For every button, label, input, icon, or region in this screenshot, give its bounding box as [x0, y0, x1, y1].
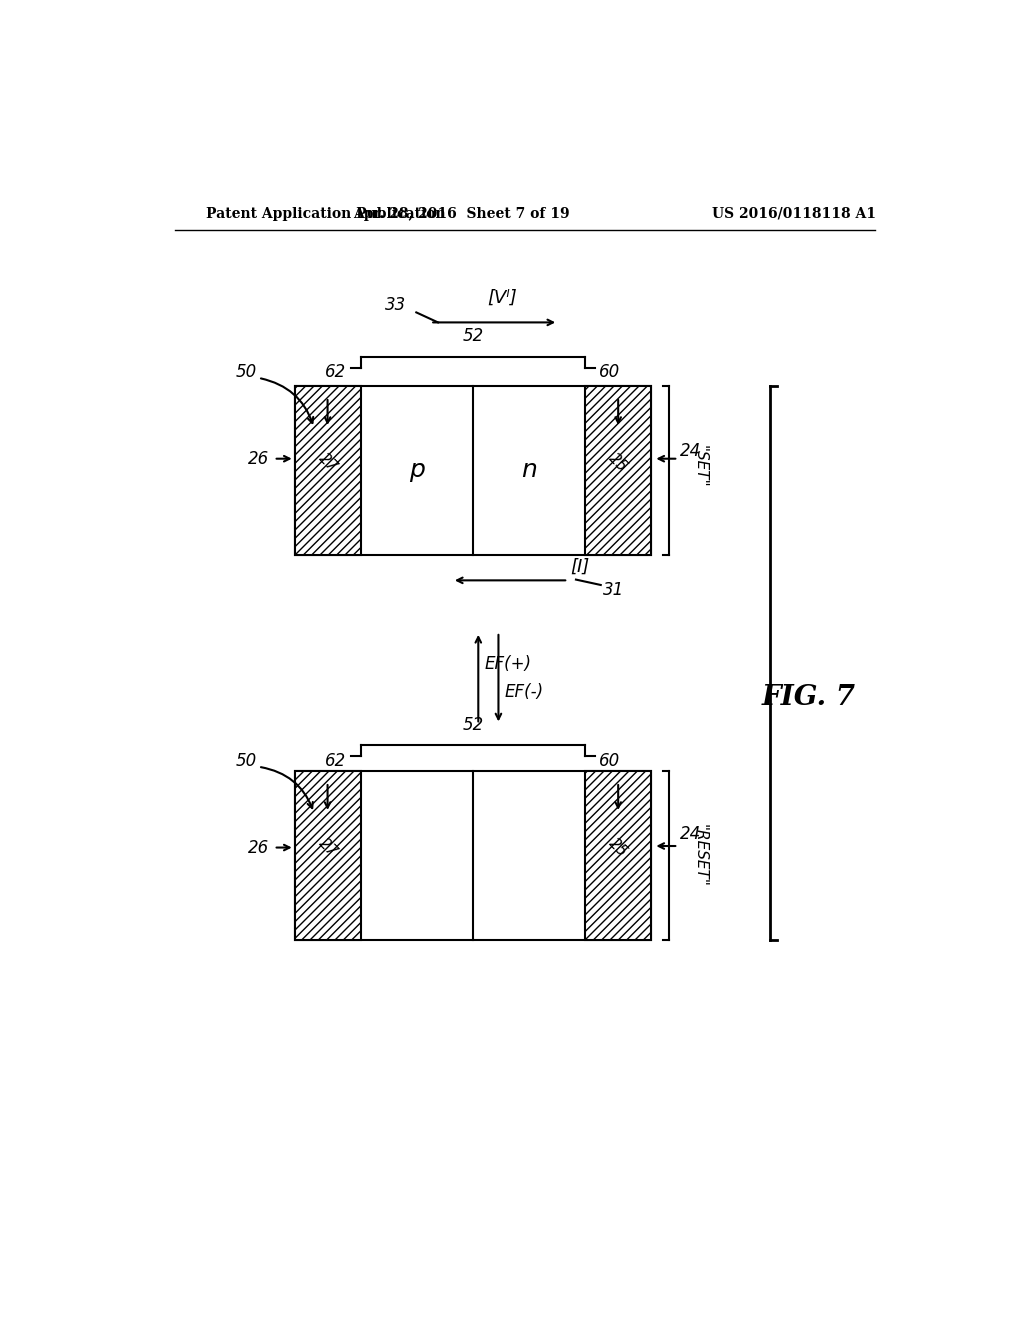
Text: 60: 60 [599, 751, 621, 770]
Bar [295, 385, 651, 554]
Text: 24: 24 [680, 442, 701, 459]
Text: 26: 26 [248, 450, 269, 467]
Text: 25: 25 [606, 450, 631, 475]
Text: "SET": "SET" [692, 445, 708, 487]
Text: [Vᴵ]: [Vᴵ] [487, 289, 517, 308]
Bar [586, 771, 651, 940]
Bar [295, 385, 360, 554]
Text: US 2016/0118118 A1: US 2016/0118118 A1 [713, 207, 877, 220]
Text: 26: 26 [248, 838, 269, 857]
Text: 60: 60 [599, 363, 621, 381]
Text: 31: 31 [602, 581, 624, 598]
Text: 62: 62 [326, 363, 346, 381]
Text: 24: 24 [680, 825, 701, 843]
Text: FIG. 7: FIG. 7 [762, 684, 855, 711]
Bar [586, 385, 651, 554]
Text: [I]: [I] [570, 557, 590, 576]
Text: 62: 62 [326, 751, 346, 770]
Text: 27: 27 [315, 836, 340, 859]
Text: 33: 33 [385, 296, 406, 314]
Text: "RESET": "RESET" [692, 824, 708, 887]
Text: 25: 25 [606, 836, 631, 859]
Text: 27: 27 [315, 450, 340, 475]
Text: 50: 50 [236, 363, 256, 381]
Text: Patent Application Publication: Patent Application Publication [206, 207, 445, 220]
Bar [295, 771, 360, 940]
Text: 52: 52 [462, 717, 483, 734]
Text: Apr. 28, 2016  Sheet 7 of 19: Apr. 28, 2016 Sheet 7 of 19 [353, 207, 569, 220]
Text: EF(+): EF(+) [484, 655, 531, 673]
Text: 52: 52 [462, 327, 483, 345]
Bar [295, 771, 651, 940]
Text: n: n [521, 458, 537, 482]
Text: EF(-): EF(-) [505, 682, 544, 701]
Text: p: p [409, 458, 425, 482]
Text: 50: 50 [236, 751, 256, 770]
